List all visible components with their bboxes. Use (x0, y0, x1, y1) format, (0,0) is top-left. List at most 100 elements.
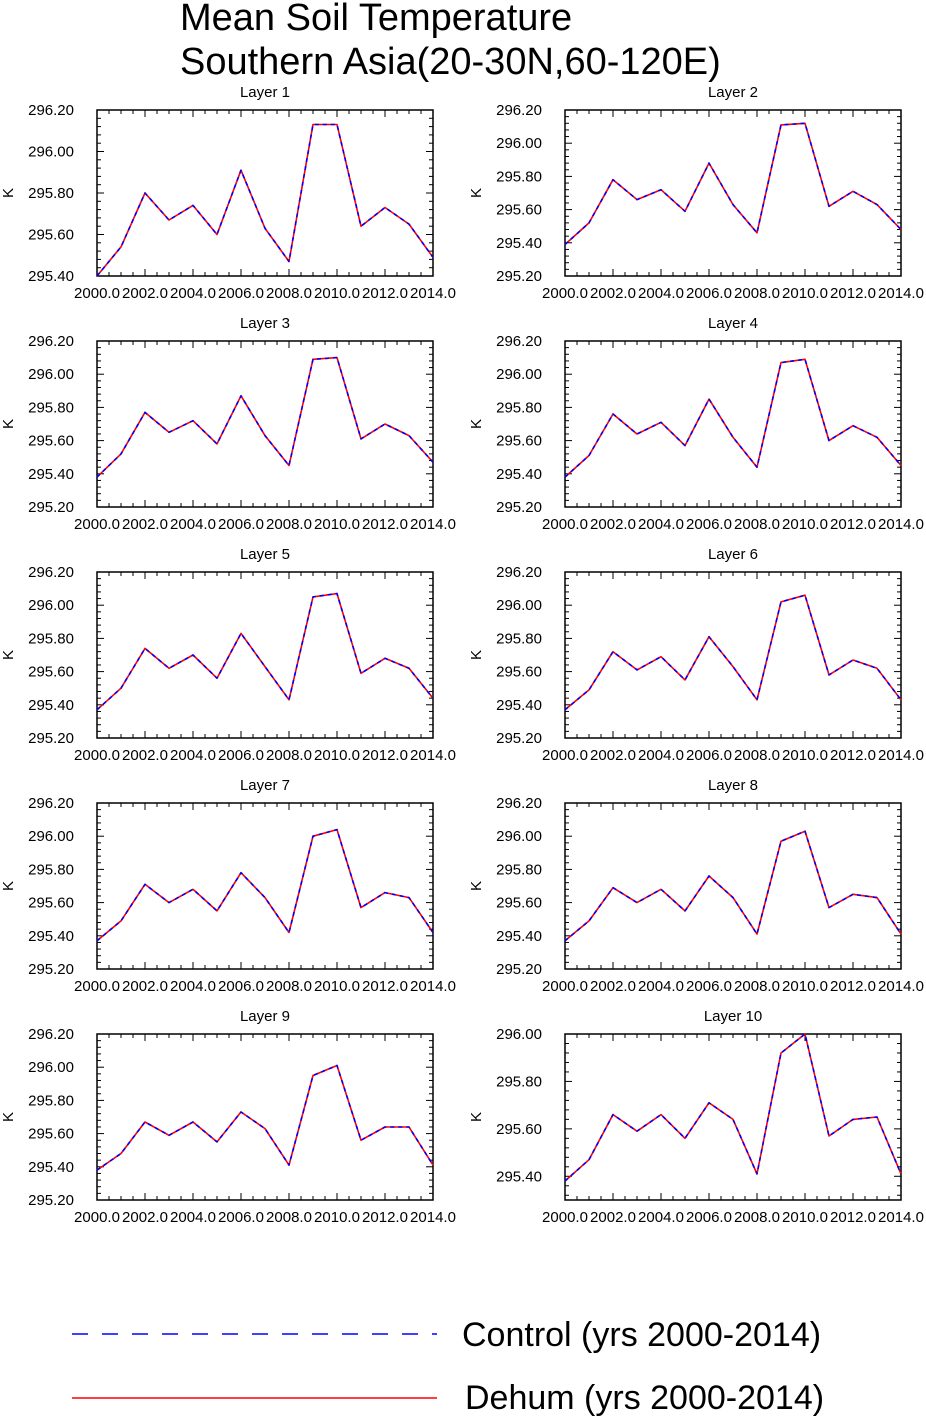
x-tick-label: 2004.0 (638, 516, 684, 533)
y-tick-label: 295.60 (496, 664, 542, 681)
x-tick-label: 2000.0 (74, 1209, 120, 1226)
x-tick-label: 2002.0 (122, 1209, 168, 1226)
plot-frame (564, 802, 902, 970)
y-tick-label: 295.80 (28, 185, 74, 202)
y-tick-label: 295.20 (28, 1192, 74, 1209)
y-tick-label: 295.80 (496, 861, 542, 878)
y-tick-label: 296.00 (28, 597, 74, 614)
x-tick-label: 2014.0 (878, 747, 924, 764)
x-tick-label: 2000.0 (542, 516, 588, 533)
series-line-control (564, 358, 902, 478)
y-tick-label: 296.00 (28, 144, 74, 161)
x-tick-label: 2012.0 (362, 747, 408, 764)
chart-panel-1: Layer 1 K 295.40 295.60 295.80 296.00 296.20 20… (0, 84, 456, 302)
x-tick-label: 2002.0 (590, 1209, 636, 1226)
x-tick-label: 2014.0 (878, 978, 924, 995)
x-tick-label: 2004.0 (170, 1209, 216, 1226)
x-tick-label: 2004.0 (170, 978, 216, 995)
x-tick-label: 2004.0 (170, 285, 216, 302)
plot-frame (96, 340, 434, 508)
y-tick-label: 296.00 (496, 828, 542, 845)
series-line-control (96, 123, 434, 277)
panel-title: Layer 5 (240, 546, 290, 563)
y-tick-label: 295.80 (496, 399, 542, 416)
y-tick-label: 295.80 (28, 630, 74, 647)
x-tick-label: 2000.0 (74, 285, 120, 302)
x-tick-label: 2012.0 (830, 285, 876, 302)
x-tick-label: 2014.0 (878, 516, 924, 533)
x-tick-label: 2000.0 (74, 978, 120, 995)
x-tick-label: 2002.0 (590, 516, 636, 533)
series-line-dehum (96, 592, 434, 711)
x-tick-label: 2008.0 (734, 1209, 780, 1226)
series-line-dehum (564, 830, 902, 942)
chart-panel-3: Layer 3 K 295.20 295.40 295.60 295.80 296.00 29… (0, 315, 456, 533)
y-tick-label: 296.20 (496, 102, 542, 119)
chart-panel-8: Layer 8 K 295.20 295.40 295.60 295.80 296.00 29… (468, 777, 924, 995)
y-tick-label: 295.60 (28, 227, 74, 244)
x-tick-label: 2004.0 (638, 747, 684, 764)
y-axis-label: K (0, 419, 17, 429)
x-tick-label: 2000.0 (542, 978, 588, 995)
panel-title: Layer 3 (240, 315, 290, 332)
chart-panel-4: Layer 4 K 295.20 295.40 295.60 295.80 296.00 29… (468, 315, 924, 533)
x-tick-label: 2002.0 (590, 978, 636, 995)
y-tick-label: 295.40 (28, 697, 74, 714)
y-tick-label: 295.20 (496, 499, 542, 516)
series-line-dehum (564, 594, 902, 711)
y-tick-label: 296.00 (28, 1059, 74, 1076)
x-tick-label: 2008.0 (266, 1209, 312, 1226)
series-line-dehum (564, 122, 902, 246)
y-tick-label: 296.20 (28, 564, 74, 581)
x-tick-label: 2006.0 (218, 747, 264, 764)
x-tick-label: 2002.0 (122, 978, 168, 995)
x-tick-label: 2008.0 (266, 978, 312, 995)
x-tick-label: 2008.0 (266, 285, 312, 302)
x-tick-label: 2012.0 (362, 285, 408, 302)
series-line-control (96, 592, 434, 711)
y-tick-label: 296.00 (496, 597, 542, 614)
x-tick-label: 2002.0 (122, 747, 168, 764)
x-tick-label: 2006.0 (686, 1209, 732, 1226)
y-tick-label: 295.80 (496, 1073, 542, 1090)
y-tick-label: 296.20 (28, 333, 74, 350)
x-tick-label: 2000.0 (542, 747, 588, 764)
x-tick-label: 2010.0 (314, 285, 360, 302)
chart-panel-2: Layer 2 K 295.20 295.40 295.60 295.80 296.00 29… (468, 84, 924, 302)
y-axis-label: K (468, 188, 485, 198)
y-tick-label: 295.40 (496, 1168, 542, 1185)
y-tick-label: 295.40 (496, 928, 542, 945)
x-tick-label: 2012.0 (830, 516, 876, 533)
figure-title-line-1: Mean Soil Temperature (180, 0, 572, 39)
panel-title: Layer 8 (708, 777, 758, 794)
plot-frame (96, 1033, 434, 1201)
x-tick-label: 2000.0 (74, 747, 120, 764)
y-tick-label: 295.80 (28, 1092, 74, 1109)
x-tick-label: 2006.0 (218, 978, 264, 995)
x-tick-label: 2002.0 (122, 285, 168, 302)
y-tick-label: 295.60 (28, 433, 74, 450)
x-tick-label: 2010.0 (314, 516, 360, 533)
plot-frame (564, 571, 902, 739)
x-tick-label: 2010.0 (782, 516, 828, 533)
x-tick-label: 2014.0 (878, 1209, 924, 1226)
y-tick-label: 295.20 (28, 961, 74, 978)
y-tick-label: 295.20 (496, 961, 542, 978)
x-tick-label: 2000.0 (542, 1209, 588, 1226)
panel-title: Layer 7 (240, 777, 290, 794)
y-tick-label: 296.20 (28, 795, 74, 812)
y-axis-label: K (468, 650, 485, 660)
series-line-dehum (96, 356, 434, 478)
y-tick-label: 295.40 (28, 268, 74, 285)
y-tick-label: 295.20 (28, 730, 74, 747)
y-tick-label: 296.20 (496, 333, 542, 350)
y-tick-label: 296.00 (28, 366, 74, 383)
y-tick-label: 295.40 (496, 466, 542, 483)
x-tick-label: 2010.0 (782, 978, 828, 995)
x-tick-label: 2010.0 (314, 747, 360, 764)
x-tick-label: 2002.0 (590, 285, 636, 302)
x-tick-label: 2012.0 (830, 978, 876, 995)
series-line-control (96, 356, 434, 478)
series-line-dehum (96, 828, 434, 942)
